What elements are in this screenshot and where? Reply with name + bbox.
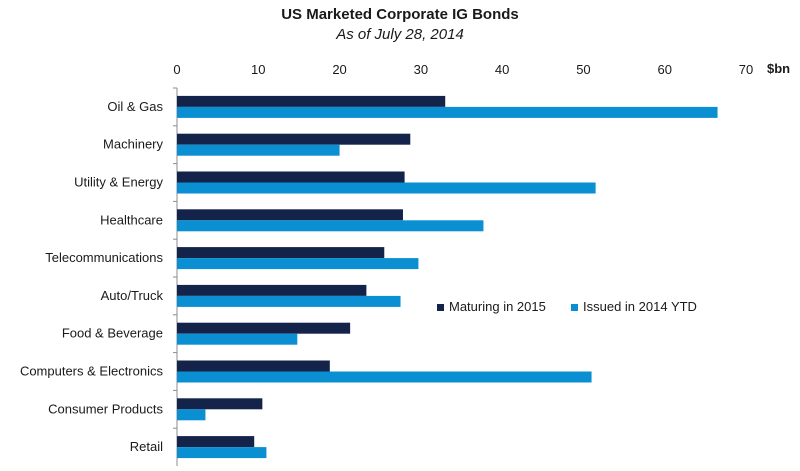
bar-maturing-2015 [177, 398, 263, 410]
legend-label: Maturing in 2015 [449, 299, 546, 314]
bar-maturing-2015 [177, 247, 385, 259]
bar-maturing-2015 [177, 360, 330, 372]
x-tick-label: 60 [657, 62, 671, 77]
x-tick-label: 30 [414, 62, 428, 77]
category-label: Consumer Products [48, 401, 163, 416]
bar-maturing-2015 [177, 95, 446, 107]
category-label: Oil & Gas [107, 99, 163, 114]
category-label: Retail [130, 439, 163, 454]
category-label: Machinery [103, 137, 163, 152]
legend-label: Issued in 2014 YTD [583, 299, 697, 314]
bar-issued-2014-ytd [177, 371, 592, 383]
bar-issued-2014-ytd [177, 182, 596, 194]
bar-issued-2014-ytd [177, 220, 484, 232]
bar-issued-2014-ytd [177, 409, 206, 421]
bar-issued-2014-ytd [177, 333, 298, 345]
x-axis: 0 10 20 30 40 50 60 70 $bn [173, 61, 790, 77]
bar-maturing-2015 [177, 133, 411, 145]
bar-issued-2014-ytd [177, 295, 401, 307]
category-label: Food & Beverage [62, 326, 163, 341]
category-label: Healthcare [100, 212, 163, 227]
chart-title: US Marketed Corporate IG Bonds [281, 6, 519, 23]
bar-issued-2014-ytd [177, 106, 718, 118]
bar-maturing-2015 [177, 171, 405, 183]
category-label: Utility & Energy [74, 175, 163, 190]
category-label: Telecommunications [45, 250, 163, 265]
x-tick-label: 10 [251, 62, 265, 77]
bar-maturing-2015 [177, 209, 403, 221]
x-tick-label: 20 [332, 62, 346, 77]
bar-issued-2014-ytd [177, 144, 340, 156]
category-axis: Oil & Gas Machinery Utility & Energy Health… [20, 87, 178, 466]
bar-maturing-2015 [177, 436, 255, 448]
bar-maturing-2015 [177, 322, 351, 334]
legend-swatch [571, 304, 578, 311]
bar-maturing-2015 [177, 284, 367, 296]
category-label: Auto/Truck [101, 288, 164, 303]
chart-subtitle: As of July 28, 2014 [336, 26, 464, 43]
x-unit-label: $bn [767, 61, 790, 76]
bars [177, 95, 718, 459]
bar-issued-2014-ytd [177, 258, 419, 270]
bar-issued-2014-ytd [177, 447, 267, 459]
legend: Maturing in 2015 Issued in 2014 YTD [437, 299, 697, 314]
legend-swatch [437, 304, 444, 311]
x-tick-label: 40 [495, 62, 509, 77]
x-tick-label: 0 [173, 62, 180, 77]
x-tick-label: 70 [739, 62, 753, 77]
category-label: Computers & Electronics [20, 364, 164, 379]
x-tick-label: 50 [576, 62, 590, 77]
